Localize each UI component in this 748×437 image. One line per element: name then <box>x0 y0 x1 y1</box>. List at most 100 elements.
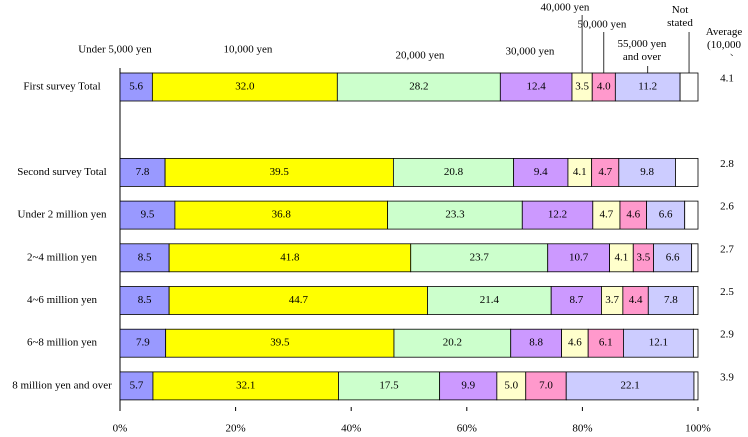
value-label: 4.7 <box>600 209 614 221</box>
bar-segment <box>618 157 676 187</box>
bar-segment <box>513 157 569 187</box>
category-label: Under 2 million yen <box>18 209 107 221</box>
bar-segment <box>338 371 441 401</box>
series-label: 30,000 yen <box>506 46 555 58</box>
bar-segment <box>565 371 695 401</box>
series-label: 20,000 yen <box>396 50 445 62</box>
average-header-box: Average (10,000 yen) <box>706 26 742 56</box>
category-label: 2~4 million yen <box>27 251 98 263</box>
value-label: 41.8 <box>280 251 300 263</box>
x-tick-label: 0% <box>113 423 128 435</box>
x-tick-label: 80% <box>572 423 592 435</box>
bar-segment <box>119 328 167 358</box>
bar-segment <box>510 328 562 358</box>
value-label: 7.0 <box>539 379 553 391</box>
value-label: 4.4 <box>629 294 643 306</box>
bar-segment <box>525 371 567 401</box>
bar-segment <box>647 286 694 315</box>
bar-segment <box>119 371 154 401</box>
value-label: 44.7 <box>289 294 309 306</box>
value-label: 4.1 <box>573 166 587 178</box>
x-tick-label: 100% <box>685 423 711 435</box>
value-label: 39.5 <box>270 166 290 178</box>
bar-segment <box>521 200 594 230</box>
bar-segment <box>393 328 512 358</box>
bar-segment <box>547 243 610 273</box>
value-label: 20.2 <box>443 337 462 349</box>
bar-segment <box>591 157 620 187</box>
bar-segment <box>336 72 501 102</box>
series-label: 50,000 yen <box>578 19 627 31</box>
value-label: 9.9 <box>461 379 475 391</box>
value-label: 6.1 <box>599 337 613 349</box>
value-label: 23.7 <box>470 251 490 263</box>
value-label: 17.5 <box>379 379 399 391</box>
value-label: 9.8 <box>640 166 654 178</box>
bar-segment <box>496 371 527 401</box>
bar-segment <box>675 157 699 187</box>
bar-segment <box>174 200 389 230</box>
category-label: 4~6 million yen <box>27 294 98 306</box>
value-label: 12.1 <box>649 337 668 349</box>
bar-segment <box>119 72 153 102</box>
bar-segment <box>119 200 176 230</box>
value-label: 4.0 <box>597 81 611 93</box>
bar-segment <box>592 200 621 230</box>
category-label: Second survey Total <box>17 166 106 178</box>
value-label: 8.7 <box>569 294 583 306</box>
series-label: Under 5,000 yen <box>78 44 152 56</box>
average-value: 2.9 <box>720 329 734 341</box>
category-label: 8 million yen and over <box>12 379 112 391</box>
bar-segment <box>119 157 166 187</box>
x-tick-label: 40% <box>341 423 361 435</box>
series-label: 40,000 yen <box>541 2 590 14</box>
value-label: 12.4 <box>527 81 547 93</box>
bar-segment <box>622 286 649 315</box>
value-label: 7.8 <box>664 294 678 306</box>
bar-segment <box>119 243 170 273</box>
value-label: 5.7 <box>130 379 144 391</box>
bar-segment <box>653 243 693 273</box>
value-label: 28.2 <box>409 81 428 93</box>
value-label: 9.4 <box>534 166 548 178</box>
value-label: 8.5 <box>138 251 152 263</box>
average-value: 3.9 <box>720 371 734 383</box>
bar-segment <box>164 157 394 187</box>
bar-segment <box>152 371 339 401</box>
bar-segment <box>691 243 699 273</box>
value-label: 36.8 <box>272 209 292 221</box>
value-label: 3.7 <box>605 294 619 306</box>
value-label: 7.8 <box>136 166 150 178</box>
value-label: 11.2 <box>638 81 657 93</box>
x-tick-label: 20% <box>226 423 246 435</box>
series-label-box: Not stated <box>667 4 693 29</box>
value-label: 20.8 <box>444 166 464 178</box>
bar-segment <box>151 72 338 102</box>
average-value: 2.6 <box>720 201 734 213</box>
value-label: 4.6 <box>626 209 640 221</box>
value-label: 6.6 <box>666 251 680 263</box>
value-label: 8.8 <box>529 337 543 349</box>
bar-segment <box>499 72 573 102</box>
series-label: 55,000 yen and over <box>617 38 667 63</box>
x-tick-label: 60% <box>457 423 477 435</box>
value-label: 7.9 <box>136 337 150 349</box>
value-label: 10.7 <box>569 251 589 263</box>
value-label: 12.2 <box>548 209 567 221</box>
value-label: 8.5 <box>138 294 152 306</box>
bar-segment <box>387 200 523 230</box>
category-label: 6~8 million yen <box>27 337 98 349</box>
value-label: 3.5 <box>637 251 651 263</box>
bar-segment <box>692 328 699 358</box>
value-label: 32.0 <box>235 81 255 93</box>
bar-segment <box>410 243 549 273</box>
bar-segment <box>646 200 686 230</box>
value-label: 32.1 <box>236 379 255 391</box>
bar-segment <box>614 72 681 102</box>
bar-segment <box>693 371 699 401</box>
series-label: 10,000 yen <box>224 44 273 56</box>
bar-segment <box>550 286 602 315</box>
value-label: 3.5 <box>575 81 589 93</box>
value-label: 21.4 <box>480 294 500 306</box>
